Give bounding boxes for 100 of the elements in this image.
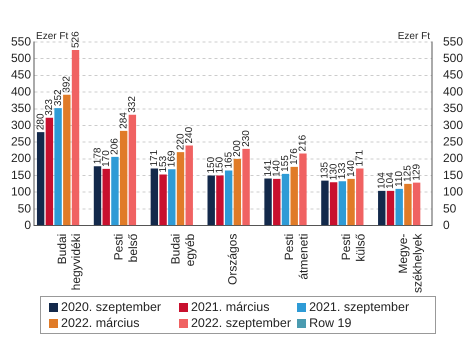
data-label: 240 [184,126,195,144]
y2-tick-label: 500 [442,51,464,66]
data-label: 176 [288,148,300,165]
legend-label: 2022. szeptember [190,316,291,330]
y-tick-label: 400 [10,84,32,98]
y-tick-label: 150 [10,168,32,182]
y2-tick-label: 250 [442,134,464,148]
bar [168,169,176,226]
y2-tick-label: 550 [442,34,464,48]
data-label: 230 [240,130,252,147]
bar [186,146,193,226]
bar [290,166,298,226]
data-label: 140 [346,160,357,177]
data-label: 125 [402,164,414,182]
bar [234,158,242,226]
y2-tick-label: 300 [442,118,464,132]
data-label: 150 [214,156,226,174]
bar [273,178,280,226]
y-tick-label: 550 [10,34,32,48]
bar [176,152,184,226]
bar [386,190,394,226]
data-label: 130 [328,163,340,180]
bar [102,168,110,226]
bar [120,130,128,226]
data-label: 280 [35,113,46,130]
bar [242,148,250,226]
bar [63,94,71,226]
legend-label: Row 19 [309,316,352,330]
bar [150,168,158,226]
bar [321,180,329,226]
bar [46,118,54,226]
bar [404,184,412,226]
data-label: 150 [206,156,217,174]
y-tick-label: 300 [10,118,32,132]
bar [224,170,232,226]
data-label: 165 [223,151,234,169]
bar [412,182,420,226]
y2-tick-label: 450 [442,68,464,82]
y-tick-label: 100 [10,184,32,199]
data-label: 323 [44,98,56,116]
x-tick-label: Budai egyéb [168,233,197,266]
bar [208,176,215,226]
bar [54,108,62,226]
data-label: 332 [127,96,138,113]
bar [36,132,44,226]
data-label: 206 [110,138,121,155]
data-label: 220 [175,133,186,150]
y2-tick-label: 400 [442,84,464,98]
x-tick-label: Budai hegyvidéki [54,234,84,290]
data-label: 129 [411,163,422,181]
data-label: 392 [62,76,73,93]
y2-tick-label: 350 [442,101,464,116]
data-label: 170 [100,150,112,167]
x-tick-label: Pesti átmeneti [282,234,311,280]
y-axis-title: Ezer Ft [36,30,68,42]
data-label: 110 [394,170,405,187]
legend-label: 2021. március [190,300,270,314]
data-label: 171 [149,149,160,167]
data-label: 135 [320,161,331,179]
legend-label: 2022. március [61,316,140,330]
x-tick-label: Országos [225,234,240,285]
x-tick-label: Pesti belső [112,233,140,262]
bar [111,156,119,226]
y-tick-label: 0 [24,218,32,232]
bar [128,114,136,226]
y-tick-label: 50 [18,201,32,216]
data-label: 104 [385,172,396,189]
y2-tick-label: 0 [442,218,450,232]
y-tick-label: 500 [10,51,32,66]
bar [338,181,346,226]
data-label: 526 [70,30,82,48]
data-label: 216 [298,134,309,152]
bar [330,182,338,226]
x-tick-label: Pesti külső [339,233,368,262]
bar [347,178,355,226]
legend-label: 2021. szeptember [309,300,410,314]
data-label: 155 [280,154,292,172]
y2-axis-title: Ezer Ft [398,30,430,42]
bar [395,188,403,226]
y-tick-label: 200 [10,151,32,166]
bar [378,190,386,226]
bar [356,168,364,226]
data-label: 169 [166,150,178,168]
data-label: 171 [354,149,366,167]
bar [159,174,167,226]
y2-tick-label: 100 [442,184,464,199]
y2-tick-label: 200 [442,151,464,166]
y-tick-label: 450 [10,68,32,82]
bar [94,166,102,226]
y-tick-label: 250 [10,134,32,148]
bar [264,178,272,226]
legend-label: 2020. szeptember [61,300,162,314]
data-label: 178 [92,147,104,164]
y-tick-label: 350 [10,101,32,116]
bar [72,50,80,226]
data-label: 133 [337,162,348,180]
y2-tick-label: 150 [442,168,464,182]
bar [216,176,224,226]
data-label: 284 [118,112,130,129]
data-label: 352 [52,88,64,106]
